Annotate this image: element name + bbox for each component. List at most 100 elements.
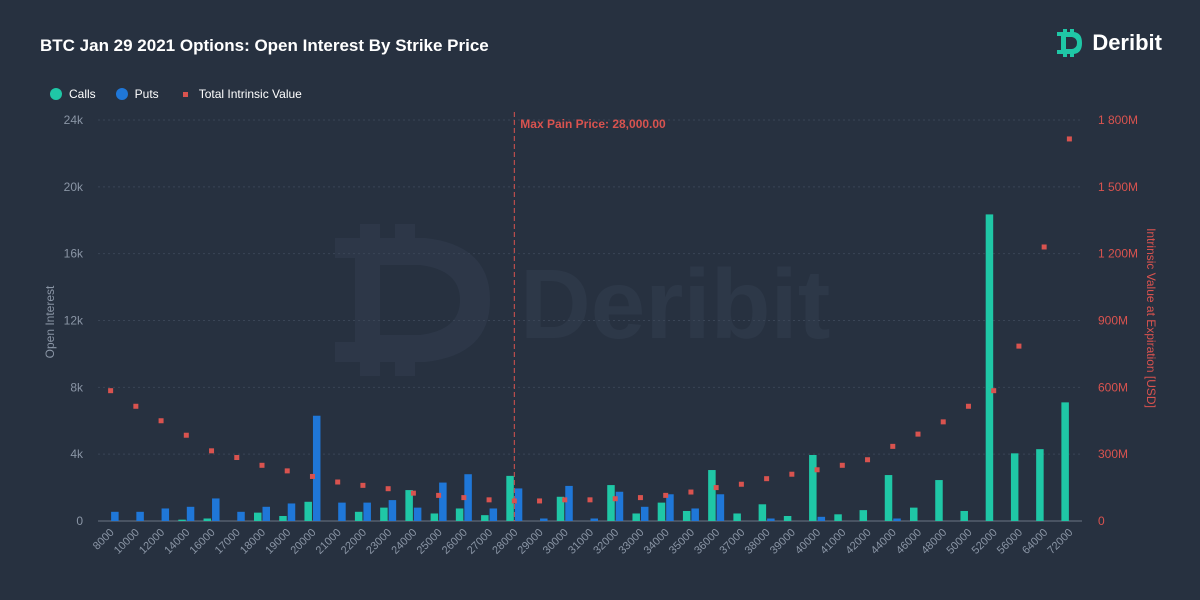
intrinsic-point	[991, 388, 997, 394]
intrinsic-point	[839, 462, 845, 468]
y-tick-label-left: 16k	[64, 247, 84, 261]
intrinsic-point	[537, 498, 543, 504]
calls-bar	[455, 508, 464, 521]
legend-label-puts: Puts	[134, 87, 159, 101]
intrinsic-swatch	[182, 91, 188, 97]
calls-bar	[380, 507, 388, 521]
legend-item-intrinsic[interactable]: Total Intrinsic Value	[179, 87, 302, 101]
y-tick-label-left: 20k	[64, 180, 84, 194]
x-tick-label: 21000	[314, 527, 344, 557]
calls-bar	[481, 515, 489, 521]
puts-bar	[161, 508, 170, 521]
intrinsic-point	[1016, 343, 1022, 349]
intrinsic-point	[108, 388, 114, 394]
puts-bar	[514, 488, 523, 521]
y-tick-label-left: 8k	[70, 380, 84, 394]
puts-bar	[439, 482, 447, 521]
puts-bar	[590, 518, 598, 521]
puts-bar	[767, 518, 775, 521]
y-tick-label-right: 900M	[1098, 314, 1128, 328]
calls-bar	[1036, 449, 1044, 521]
calls-bar	[632, 513, 640, 521]
y-tick-label-right: 1 200M	[1098, 247, 1138, 261]
puts-swatch	[115, 88, 128, 100]
puts-bar	[817, 516, 826, 521]
x-tick-label: 25000	[415, 527, 445, 557]
intrinsic-point	[335, 479, 341, 485]
puts-bar	[640, 506, 649, 521]
intrinsic-point	[789, 471, 795, 477]
calls-bar	[960, 510, 968, 521]
chart-title: BTC Jan 29 2021 Options: Open Interest B…	[40, 36, 489, 55]
y-tick-label-right: 300M	[1098, 447, 1128, 461]
calls-bar	[910, 507, 918, 521]
y-axis-title-right: Intrinsic Value at Expiration [USD]	[1144, 228, 1158, 408]
intrinsic-point	[915, 431, 921, 437]
puts-bar	[363, 502, 371, 521]
calls-bar	[607, 485, 615, 521]
calls-bar	[985, 214, 994, 521]
intrinsic-point	[486, 497, 492, 503]
y-tick-label-right: 600M	[1098, 380, 1128, 394]
calls-bar	[935, 480, 943, 521]
calls-bar	[884, 475, 893, 521]
intrinsic-point	[663, 492, 669, 498]
puts-bar	[111, 511, 119, 521]
y-tick-label-right: 0	[1098, 514, 1105, 528]
calls-bar	[1061, 402, 1069, 521]
calls-bar	[506, 475, 514, 521]
x-tick-label: 24000	[389, 527, 419, 557]
x-tick-label: 41000	[818, 527, 848, 557]
calls-bar	[859, 510, 868, 521]
intrinsic-point	[385, 486, 391, 492]
calls-bar	[708, 470, 716, 521]
legend-label-calls: Calls	[69, 87, 96, 101]
calls-bar	[254, 512, 262, 521]
legend: Calls Puts Total Intrinsic Value	[50, 87, 302, 101]
calls-bar	[783, 515, 792, 521]
puts-bar	[312, 415, 321, 521]
x-tick-label: 29000	[516, 527, 546, 557]
calls-bar	[279, 515, 287, 521]
intrinsic-point	[234, 455, 240, 461]
calls-bar	[834, 514, 842, 521]
intrinsic-point	[965, 403, 971, 409]
calls-bar	[354, 511, 363, 521]
x-tick-label: 31000	[566, 527, 596, 557]
x-tick-label: 10000	[112, 527, 142, 557]
intrinsic-point	[209, 448, 215, 454]
intrinsic-point	[360, 482, 366, 488]
legend-item-puts[interactable]: Puts	[115, 87, 159, 101]
puts-bar	[186, 506, 195, 521]
calls-bar	[758, 504, 767, 521]
puts-bar	[489, 508, 498, 521]
calls-bar	[304, 501, 312, 521]
y-tick-label-left: 12k	[64, 314, 84, 328]
puts-bar	[691, 508, 699, 521]
bitcoin-logo-icon	[1057, 29, 1083, 57]
y-axis-title-left: Open Interest	[43, 285, 57, 358]
intrinsic-point	[1066, 136, 1072, 142]
x-tick-label: 30000	[541, 527, 571, 557]
legend-item-calls[interactable]: Calls	[50, 87, 96, 101]
x-tick-label: 40000	[793, 527, 823, 557]
x-tick-label: 44000	[869, 527, 899, 557]
intrinsic-point	[612, 496, 618, 502]
intrinsic-point	[738, 481, 744, 487]
intrinsic-point	[461, 495, 467, 501]
intrinsic-point	[637, 495, 643, 501]
max-pain-label: Max Pain Price: 28,000.00	[520, 117, 666, 131]
x-tick-label: 64000	[1020, 527, 1050, 557]
puts-bar	[464, 474, 472, 521]
x-tick-label: 28000	[490, 527, 520, 557]
deribit-watermark: Deribit	[335, 224, 830, 376]
intrinsic-point	[890, 443, 896, 449]
brand-logo: Deribit	[1054, 28, 1162, 58]
x-tick-label: 34000	[642, 527, 672, 557]
intrinsic-point	[410, 490, 416, 496]
x-tick-label: 22000	[339, 527, 369, 557]
x-tick-label: 20000	[288, 527, 318, 557]
svg-text:Deribit: Deribit	[520, 249, 830, 359]
intrinsic-point	[865, 457, 871, 463]
x-tick-label: 38000	[743, 527, 773, 557]
